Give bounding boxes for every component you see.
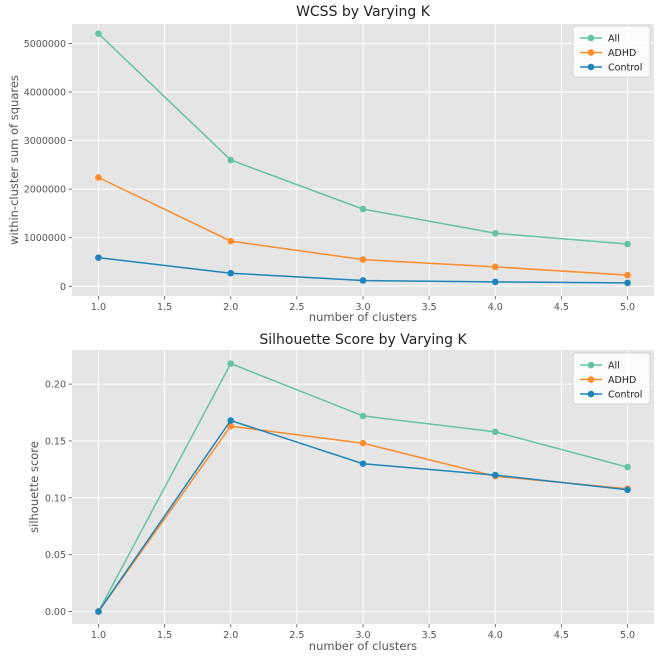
silhouette-control-point	[95, 608, 102, 615]
silhouette-series	[95, 360, 631, 615]
y-tick-label: 0.10	[45, 493, 66, 504]
wcss-x-ticks: 1.0 1.5 2.0 2.5 3.0 3.5 4.0 4.5 5.0	[91, 296, 635, 313]
x-tick-label: 2.5	[289, 302, 304, 313]
y-tick-label: 0	[60, 282, 66, 293]
silhouette-all-point	[491, 428, 499, 436]
wcss-control-point	[95, 254, 102, 261]
x-tick-label: 3.5	[422, 630, 437, 641]
wcss-series	[95, 30, 631, 287]
legend-adhd-swatch-marker	[587, 376, 595, 383]
wcss-all-point	[95, 30, 102, 38]
y-tick-label: 1000000	[24, 233, 66, 244]
legend-control-swatch-marker	[587, 390, 595, 398]
x-tick-label: 4.5	[554, 302, 569, 313]
wcss-control-point	[227, 269, 235, 277]
wcss-adhd-point	[491, 263, 499, 271]
x-tick-label: 4.5	[554, 630, 569, 641]
y-tick-label: 2000000	[24, 185, 66, 196]
wcss-control-point	[624, 279, 631, 287]
wcss-control-point	[359, 277, 367, 284]
legend-adhd-swatch-marker	[587, 49, 595, 56]
silhouette-control-point	[491, 471, 499, 479]
silhouette-chart-title: Silhouette Score by Varying K	[259, 332, 467, 348]
x-tick-label: 2.5	[289, 630, 304, 641]
x-tick-label: 3.5	[422, 302, 437, 313]
wcss-all-point	[227, 156, 235, 164]
x-tick-label: 5.0	[620, 302, 635, 313]
legend-control-label: Control	[608, 63, 642, 74]
legend-all-swatch-marker	[587, 34, 595, 42]
silhouette-x-axis-label: number of clusters	[309, 639, 417, 653]
x-tick-label: 1.5	[157, 630, 172, 641]
x-tick-label: 2.0	[223, 630, 238, 641]
x-tick-label: 2.0	[223, 302, 238, 313]
silhouette-adhd-point	[359, 439, 367, 447]
x-tick-label: 5.0	[620, 630, 635, 641]
x-tick-label: 4.0	[488, 302, 503, 313]
x-tick-label: 1.0	[91, 302, 106, 313]
wcss-adhd-point	[95, 174, 102, 181]
wcss-adhd-point	[624, 271, 631, 279]
y-tick-label: 0.05	[45, 550, 66, 561]
y-tick-label: 3000000	[24, 136, 66, 147]
wcss-adhd-point	[227, 237, 235, 245]
x-tick-label: 1.5	[157, 302, 172, 313]
y-tick-label: 5000000	[24, 39, 66, 50]
silhouette-x-ticks: 1.0 1.5 2.0 2.5 3.0 3.5 4.0 4.5 5.0	[91, 624, 635, 641]
y-tick-label: 0.00	[45, 607, 66, 618]
silhouette-control-point	[227, 417, 235, 424]
wcss-adhd-point	[359, 256, 367, 263]
wcss-all-point	[491, 230, 499, 237]
wcss-control-point	[491, 278, 499, 286]
wcss-x-axis-label: number of clusters	[309, 310, 417, 324]
wcss-legend: All ADHD Control	[572, 25, 651, 78]
x-tick-label: 4.0	[488, 630, 503, 641]
legend-adhd-label: ADHD	[608, 375, 636, 386]
silhouette-all-point	[359, 412, 367, 420]
legend-all-label: All	[608, 34, 620, 45]
legend-control-swatch-marker	[587, 63, 595, 71]
silhouette-y-ticks: 0.00 0.05 0.10 0.15 0.20	[45, 380, 72, 618]
wcss-chart: WCSS by Varying K 1.0 1.5 2.0 2.5 3.0 3.5 4.0 4…	[7, 4, 654, 324]
legend-adhd-label: ADHD	[608, 48, 636, 59]
x-tick-label: 3.0	[355, 302, 370, 313]
wcss-y-axis-label: within-cluster sum of squares	[7, 75, 21, 245]
silhouette-y-axis-label: silhouette score	[27, 441, 41, 533]
legend-all-label: All	[608, 361, 620, 372]
silhouette-chart: Silhouette Score by Varying K 1.0 1.5 2.0 2…	[27, 332, 654, 653]
wcss-y-ticks: 0 1000000 2000000 3000000 4000000 5000000	[24, 39, 72, 293]
wcss-all-point	[624, 240, 631, 248]
silhouette-all-point	[227, 360, 235, 367]
x-tick-label: 1.0	[91, 630, 106, 641]
silhouette-legend: All ADHD Control	[572, 352, 651, 405]
wcss-chart-title: WCSS by Varying K	[296, 4, 431, 20]
legend-control-label: Control	[608, 390, 642, 401]
silhouette-control-point	[624, 486, 631, 494]
silhouette-all-point	[624, 463, 631, 471]
silhouette-adhd-point	[227, 422, 235, 430]
legend-all-swatch-marker	[587, 361, 595, 369]
y-tick-label: 0.15	[45, 436, 66, 447]
silhouette-control-point	[359, 460, 367, 467]
y-tick-label: 4000000	[24, 88, 66, 99]
x-tick-label: 3.0	[355, 630, 370, 641]
wcss-all-point	[359, 205, 367, 213]
y-tick-label: 0.20	[45, 380, 66, 391]
